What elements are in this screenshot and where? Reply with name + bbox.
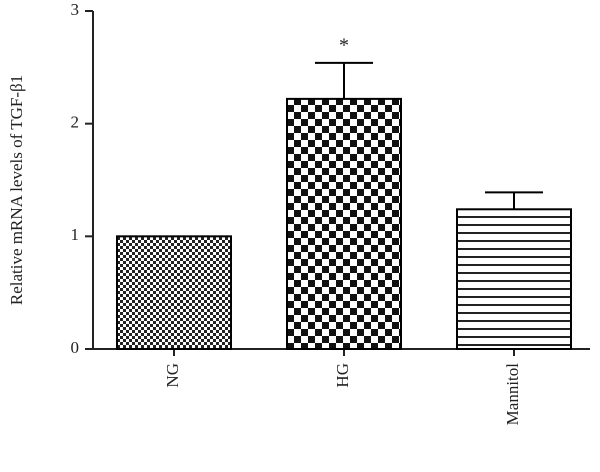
bar xyxy=(286,97,402,350)
x-tick-label: Mannitol xyxy=(503,363,522,426)
y-axis-label: Relative mRNA levels of TGF-β1 xyxy=(7,75,26,305)
x-tick-label: HG xyxy=(333,363,352,388)
y-tick-label: 2 xyxy=(71,113,80,132)
annotation: * xyxy=(339,34,349,56)
x-tick-label: NG xyxy=(163,363,182,388)
bar xyxy=(116,235,232,350)
bar xyxy=(456,208,572,350)
y-tick-label: 3 xyxy=(71,0,80,19)
y-tick-label: 0 xyxy=(71,338,80,357)
y-tick-label: 1 xyxy=(71,225,80,244)
